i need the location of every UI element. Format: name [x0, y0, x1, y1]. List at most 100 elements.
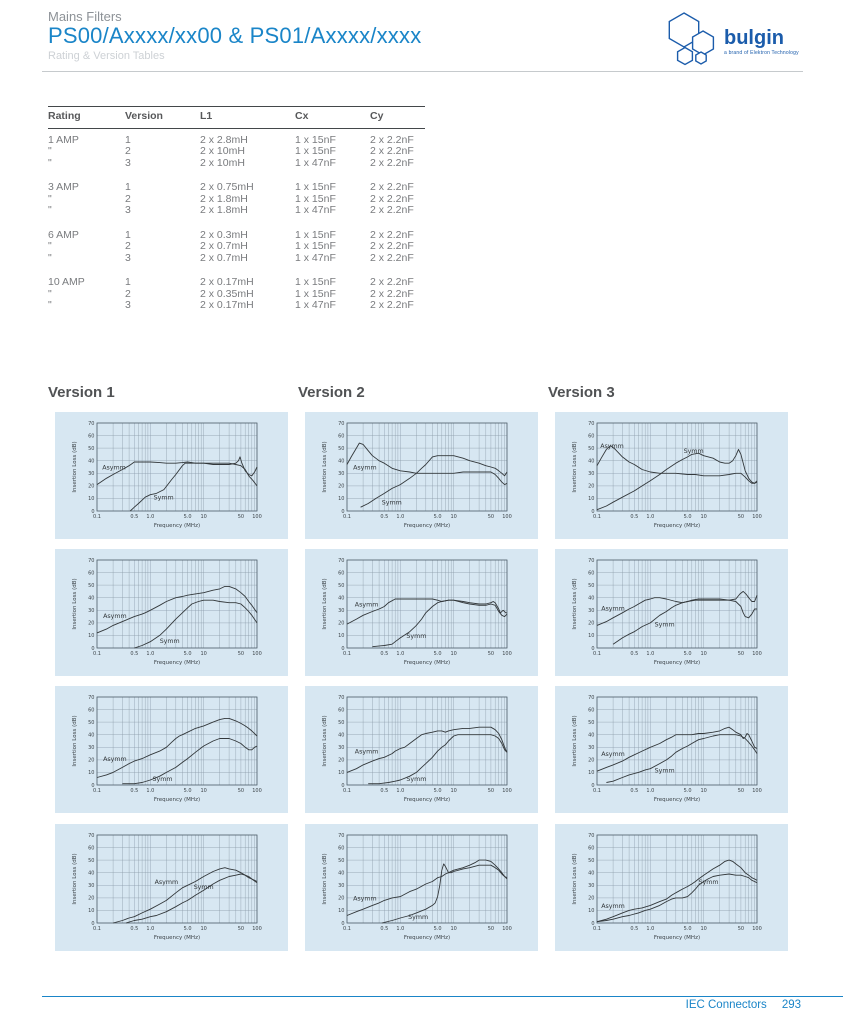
x-tick-labels: 0.1 0.5 1.0 5.0 10 50 100 — [343, 788, 512, 794]
svg-text:50: 50 — [738, 788, 744, 794]
svg-text:30: 30 — [88, 608, 94, 614]
svg-text:10: 10 — [201, 514, 207, 520]
symm-curve-label: Symm — [153, 776, 173, 783]
table-row: 1 AMP 1 2 x 2.8mH 1 x 15nF 2 x 2.2nF — [48, 133, 425, 147]
table-cell: 1 x 15nF — [295, 228, 336, 241]
logo-text-block: bulgin a brand of Elektron Technology — [724, 28, 799, 56]
plot-frame — [346, 559, 508, 649]
svg-text:0: 0 — [91, 646, 94, 652]
table-cell: 2 x 2.2nF — [370, 299, 414, 311]
x-tick-labels: 0.1 0.5 1.0 5.0 10 50 100 — [93, 926, 262, 932]
column-header: Rating — [48, 110, 81, 122]
table-row: " 3 2 x 0.7mH 1 x 47nF 2 x 2.2nF — [48, 252, 425, 265]
table-cell: 1 x 15nF — [295, 192, 336, 205]
insertion-loss-plot: Asymm Symm 0.1 0.5 1.0 5.0 10 50 100 0 10 20 30 40 50 6… — [572, 695, 762, 803]
column-header: Version — [125, 110, 163, 122]
table-cell: 2 x 2.8mH — [200, 133, 248, 146]
symm-curve — [606, 734, 758, 783]
ratings-table: Rating Version L1 Cx Cy 1 AMP 1 2 x 2.8mH 1 x 15… — [48, 106, 425, 312]
grid-lines — [596, 696, 758, 786]
svg-text:40: 40 — [88, 871, 94, 877]
rating-group: 10 AMP 1 2 x 0.17mH 1 x 15nF 2 x 2.2nF " 2 2 x … — [48, 276, 425, 312]
insertion-loss-plot: Asymm Symm 0.1 0.5 1.0 5.0 10 50 100 0 10 20 30 40 50 6… — [322, 833, 512, 941]
table-header: Rating Version L1 Cx Cy — [48, 107, 425, 128]
x-tick-labels: 0.1 0.5 1.0 5.0 10 50 100 — [593, 788, 762, 794]
table-cell: 2 — [125, 287, 131, 300]
y-axis-label: Insertion Loss (dB) — [572, 853, 578, 904]
svg-text:0.5: 0.5 — [630, 651, 638, 657]
symm-curve — [368, 734, 508, 785]
svg-text:0.5: 0.5 — [630, 788, 638, 794]
insertion-loss-chart-version3-6amp: Asymm Symm 0.1 0.5 1.0 5.0 10 50 100 0 10 20 30 40 50 6… — [555, 686, 788, 813]
svg-text:10: 10 — [588, 908, 594, 914]
svg-text:70: 70 — [338, 695, 344, 701]
table-cell: 2 x 0.7mH — [200, 240, 248, 252]
svg-text:50: 50 — [238, 514, 244, 520]
svg-text:0.5: 0.5 — [130, 788, 138, 794]
table-cell: 3 AMP — [48, 181, 79, 193]
svg-text:0: 0 — [341, 509, 344, 515]
svg-text:60: 60 — [88, 433, 94, 439]
plot-frame — [346, 834, 508, 924]
svg-text:50: 50 — [488, 651, 494, 657]
svg-text:1.0: 1.0 — [646, 788, 654, 794]
insertion-loss-chart-version1-3amp: Asymm Symm 0.1 0.5 1.0 5.0 10 50 100 0 10 20 30 40 50 6… — [55, 549, 288, 676]
svg-text:10: 10 — [588, 770, 594, 776]
svg-text:10: 10 — [201, 651, 207, 657]
x-axis-label: Frequency (MHz) — [404, 660, 450, 666]
svg-text:10: 10 — [338, 770, 344, 776]
asymm-curve — [346, 859, 508, 916]
svg-text:40: 40 — [338, 459, 344, 465]
page-title: PS00/Axxxx/xx00 & PS01/Axxxx/xxxx — [48, 23, 422, 48]
symm-curve — [122, 738, 258, 785]
table-cell: 2 x 0.17mH — [200, 276, 254, 288]
y-tick-labels: 0 10 20 30 40 50 60 70 — [588, 421, 594, 515]
grid-lines — [96, 559, 258, 649]
asymm-curve-label: Asymm — [355, 602, 379, 609]
svg-text:0: 0 — [341, 783, 344, 789]
asymm-curve-label: Asymm — [102, 465, 126, 472]
rating-group: 1 AMP 1 2 x 2.8mH 1 x 15nF 2 x 2.2nF " 2 2 x 10… — [48, 133, 425, 170]
y-tick-labels: 0 10 20 30 40 50 60 70 — [588, 558, 594, 652]
svg-text:1.0: 1.0 — [396, 651, 404, 657]
svg-text:60: 60 — [88, 845, 94, 851]
y-tick-labels: 0 10 20 30 40 50 60 70 — [338, 558, 344, 652]
insertion-loss-plot: Asymm Symm 0.1 0.5 1.0 5.0 10 50 100 0 10 20 30 40 50 6… — [322, 421, 512, 529]
svg-text:100: 100 — [252, 651, 262, 657]
symm-curve-label: Symm — [408, 914, 428, 921]
table-cell: 1 x 15nF — [295, 145, 336, 157]
svg-text:20: 20 — [338, 896, 344, 902]
svg-text:0.5: 0.5 — [630, 926, 638, 932]
svg-text:10: 10 — [588, 496, 594, 502]
table-cell: 2 x 0.3mH — [200, 228, 248, 241]
grid-lines — [96, 696, 258, 786]
svg-text:5.0: 5.0 — [684, 926, 692, 932]
y-axis-label: Insertion Loss (dB) — [322, 578, 328, 629]
asymm-curve-label: Asymm — [601, 751, 625, 758]
svg-text:0.1: 0.1 — [593, 788, 601, 794]
svg-text:1.0: 1.0 — [396, 514, 404, 520]
svg-text:30: 30 — [338, 608, 344, 614]
symm-curve — [125, 873, 258, 924]
svg-text:10: 10 — [451, 514, 457, 520]
x-axis-label: Frequency (MHz) — [654, 660, 700, 666]
svg-text:5.0: 5.0 — [434, 788, 442, 794]
plot-frame — [346, 422, 508, 512]
svg-text:100: 100 — [252, 788, 262, 794]
table-cell: 1 x 47nF — [295, 204, 336, 216]
symm-curve-label: Symm — [406, 776, 426, 783]
table-row: 3 AMP 1 2 x 0.75mH 1 x 15nF 2 x 2.2nF — [48, 181, 425, 194]
svg-text:50: 50 — [488, 926, 494, 932]
x-tick-labels: 0.1 0.5 1.0 5.0 10 50 100 — [593, 651, 762, 657]
svg-text:0.5: 0.5 — [630, 514, 638, 520]
svg-text:50: 50 — [588, 583, 594, 589]
plot-frame — [96, 696, 258, 786]
insertion-loss-plot: Asymm Symm 0.1 0.5 1.0 5.0 10 50 100 0 10 20 30 40 50 6… — [322, 558, 512, 666]
svg-text:5.0: 5.0 — [434, 514, 442, 520]
svg-text:0: 0 — [341, 921, 344, 927]
table-cell: 2 x 2.2nF — [370, 240, 414, 252]
svg-text:100: 100 — [752, 514, 762, 520]
asymm-curve-label: Asymm — [601, 605, 625, 612]
svg-text:20: 20 — [588, 896, 594, 902]
svg-text:70: 70 — [88, 558, 94, 564]
